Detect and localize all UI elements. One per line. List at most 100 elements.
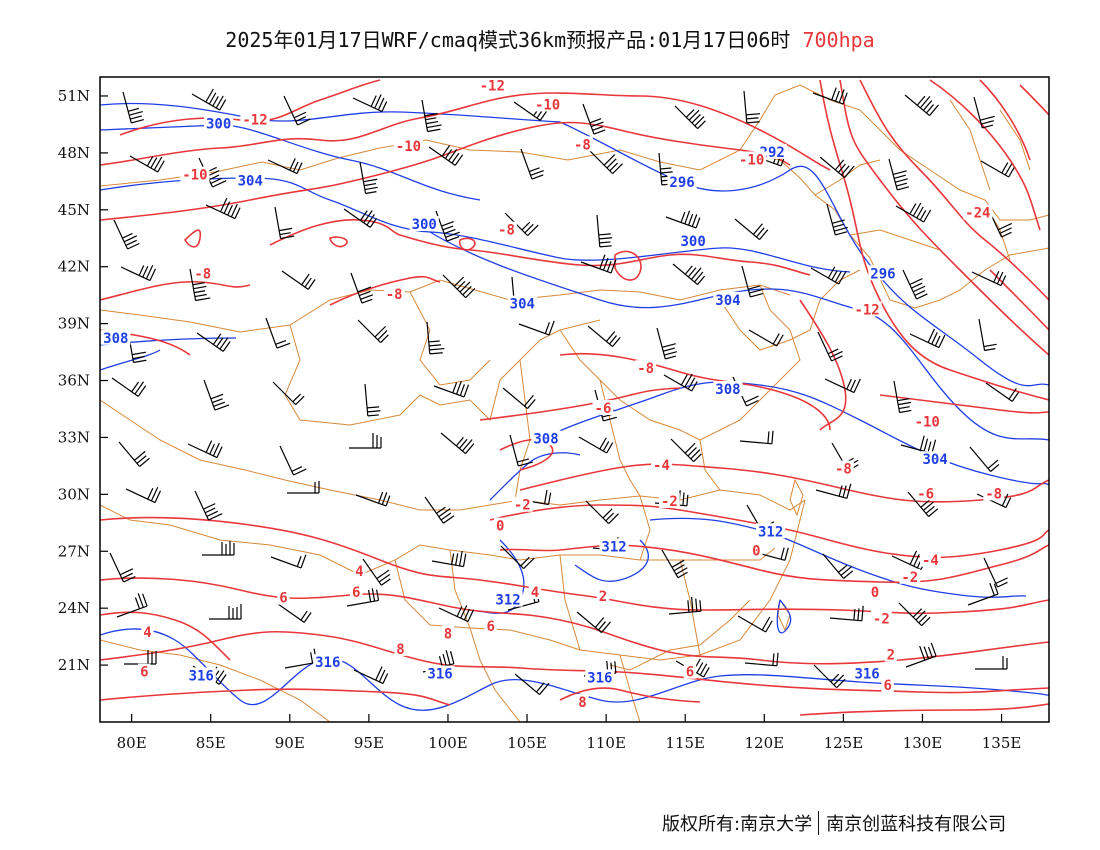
temperature-label: 6 — [279, 591, 287, 607]
height-label: 304 — [715, 293, 740, 309]
wind-barb — [343, 208, 378, 228]
wind-barb — [734, 218, 769, 241]
copyright-left: 版权所有:南京大学 — [662, 814, 813, 835]
wind-barb — [202, 541, 235, 556]
wind-barb — [433, 380, 470, 398]
temperature-label: -2 — [901, 570, 918, 586]
wind-barb — [428, 145, 464, 166]
temperature-label: -12 — [480, 78, 505, 94]
wind-barb — [661, 549, 688, 579]
temperature-label: 4 — [355, 564, 363, 580]
label-backdrop — [868, 265, 898, 281]
wind-barb — [656, 327, 677, 360]
label-backdrop — [915, 485, 937, 501]
wind-barb — [741, 265, 764, 298]
height-label: 308 — [533, 431, 558, 447]
label-backdrop — [383, 286, 405, 302]
temperature-label: -10 — [739, 152, 764, 168]
wind-barb — [737, 615, 773, 633]
temperature-label: -8 — [574, 137, 591, 153]
label-backdrop — [737, 151, 767, 167]
temperature-contour-line — [619, 544, 1049, 584]
wind-barb — [203, 379, 230, 411]
temperature-contour-line — [183, 229, 202, 248]
wind-barb — [109, 552, 136, 583]
wind-barb — [189, 268, 211, 302]
temperature-contour-line — [614, 250, 642, 281]
wind-barb — [350, 272, 373, 304]
temperature-label: 2 — [887, 648, 895, 664]
x-tick-label: 90E — [275, 734, 305, 752]
label-backdrop — [353, 563, 366, 579]
longitude-axis: 80E 85E 90E 95E 100E 105E 110E 115E 120E 125E 130E… — [117, 714, 1021, 752]
temperature-label: -8 — [194, 266, 211, 282]
wind-barb — [346, 588, 380, 607]
wind-barb — [352, 94, 388, 113]
label-backdrop — [912, 413, 942, 429]
temperature-label: -8 — [498, 223, 515, 239]
y-tick-label: 42N — [58, 258, 90, 276]
temperature-contour-line — [100, 611, 231, 661]
wind-barb — [270, 554, 307, 569]
height-contour-line — [574, 539, 649, 582]
copyright-right: 南京创蓝科技有限公司 — [826, 814, 1007, 835]
temperature-label: 0 — [752, 543, 760, 559]
temperature-label: -8 — [835, 462, 852, 478]
label-backdrop — [204, 115, 234, 131]
y-tick-label: 51N — [58, 87, 90, 105]
wind-barb — [364, 383, 381, 417]
wind-barb — [980, 160, 1015, 178]
wind-barb — [421, 99, 442, 133]
temperature-label: -10 — [182, 168, 207, 184]
label-backdrop — [141, 623, 154, 639]
wind-barb — [971, 271, 1007, 287]
temperature-contour-line — [799, 703, 1049, 716]
wind-barb — [500, 545, 535, 570]
height-contour-line — [489, 452, 581, 501]
x-tick-label: 105E — [507, 734, 547, 752]
temperature-contour-line — [100, 630, 1049, 694]
label-backdrop — [750, 542, 763, 558]
wind-barb — [739, 430, 774, 445]
y-tick-label: 27N — [58, 542, 90, 560]
temperature-contour-line — [329, 236, 348, 248]
temperature-contour-line — [559, 352, 831, 431]
temperature-contour-line — [859, 79, 1049, 301]
temperature-label: -4 — [922, 553, 939, 569]
x-tick-label: 110E — [586, 734, 626, 752]
height-label: 316 — [854, 667, 879, 683]
height-label: 312 — [495, 593, 520, 609]
label-backdrop — [528, 584, 542, 599]
label-backdrop — [409, 215, 439, 231]
wind-barb — [518, 320, 555, 336]
wind-barb — [822, 553, 854, 579]
height-label: 304 — [510, 297, 535, 313]
wind-barb — [975, 656, 1008, 670]
label-backdrop — [533, 96, 563, 112]
height-contour-line — [100, 102, 561, 123]
wind-barb — [587, 325, 621, 348]
latitude-axis: 51N 48N 45N 42N 39N 36N 33N 30N 27N 24N 21N — [58, 87, 108, 674]
footer-separator — [818, 811, 820, 835]
label-backdrop — [585, 669, 615, 685]
wind-barb — [905, 642, 937, 668]
wind-barb — [898, 602, 931, 627]
x-tick-label: 80E — [117, 734, 147, 752]
wind-barb — [120, 264, 157, 282]
height-label: 308 — [103, 331, 128, 347]
label-backdrop — [756, 523, 786, 539]
wind-barb — [580, 254, 617, 274]
label-backdrop — [101, 329, 131, 345]
label-backdrop — [899, 568, 921, 584]
height-contour-line — [539, 381, 1049, 486]
wind-barb — [287, 481, 320, 494]
label-backdrop — [651, 456, 672, 472]
temperature-label: 0 — [496, 519, 504, 535]
wind-barb — [978, 318, 997, 352]
wind-barb — [888, 158, 910, 191]
wind-barb — [274, 206, 295, 240]
temperature-contour-line — [979, 79, 1031, 161]
temperature-contour-line — [100, 688, 451, 706]
wind-barb — [116, 593, 148, 618]
